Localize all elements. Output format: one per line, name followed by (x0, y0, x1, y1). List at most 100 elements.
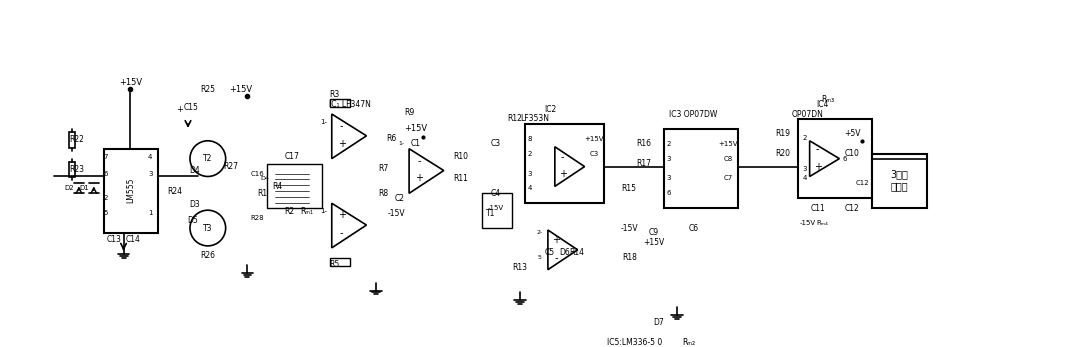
Text: 5: 5 (538, 255, 542, 260)
Text: 8: 8 (528, 136, 532, 142)
Text: -15V: -15V (487, 205, 503, 211)
Text: T1: T1 (486, 209, 495, 218)
Text: C12: C12 (845, 204, 860, 213)
Text: IC3 OP07DW: IC3 OP07DW (669, 110, 718, 119)
Text: +15V: +15V (585, 136, 604, 142)
Text: +: + (814, 162, 821, 171)
Text: +: + (177, 104, 183, 113)
Text: +15V: +15V (119, 78, 142, 87)
Text: R12: R12 (508, 115, 523, 124)
Text: 1-: 1- (320, 119, 328, 125)
Text: +: + (559, 169, 567, 179)
Text: -: - (340, 228, 344, 238)
Bar (330, 99, 349, 107)
Text: C6: C6 (689, 223, 698, 232)
Text: 6: 6 (842, 156, 846, 162)
Text: +15V: +15V (719, 141, 738, 147)
Text: R4: R4 (272, 182, 283, 191)
Text: D2: D2 (64, 185, 74, 192)
Polygon shape (332, 114, 366, 159)
Text: R7: R7 (378, 164, 389, 173)
Text: -: - (418, 155, 421, 166)
Text: D1: D1 (79, 185, 89, 192)
Text: IC₁ LF347N: IC₁ LF347N (329, 100, 371, 109)
Bar (330, 258, 349, 266)
Text: 6: 6 (104, 170, 108, 177)
Text: R5: R5 (330, 260, 340, 269)
Text: D4: D4 (260, 176, 269, 181)
Text: 2: 2 (802, 135, 806, 141)
Bar (798, 119, 872, 198)
Text: R16: R16 (636, 139, 651, 148)
Bar (664, 129, 738, 208)
Bar (69, 162, 75, 177)
Text: R19: R19 (775, 129, 790, 138)
Text: R8: R8 (378, 189, 389, 198)
Text: R6: R6 (387, 134, 396, 143)
Text: R17: R17 (636, 159, 651, 168)
Text: -: - (561, 152, 564, 162)
Text: 2-: 2- (537, 229, 543, 235)
Text: +15V: +15V (229, 85, 252, 94)
Text: 2: 2 (528, 151, 532, 157)
Text: -: - (554, 253, 558, 263)
Text: C12: C12 (856, 180, 869, 186)
Text: 4: 4 (528, 185, 532, 192)
Bar (268, 163, 322, 208)
Text: R24: R24 (167, 187, 182, 196)
Text: T3: T3 (203, 223, 212, 232)
Text: R28: R28 (251, 215, 265, 221)
Polygon shape (548, 230, 577, 270)
Text: IC2: IC2 (544, 104, 556, 113)
Text: -15V: -15V (388, 209, 405, 218)
Text: R9: R9 (404, 108, 414, 117)
Text: C17: C17 (285, 152, 300, 161)
Text: +15V: +15V (644, 238, 665, 247)
Text: +: + (337, 139, 346, 149)
Text: 3: 3 (148, 170, 152, 177)
Text: 1-: 1- (398, 141, 404, 146)
Text: R26: R26 (200, 251, 215, 260)
Text: R15: R15 (621, 184, 636, 193)
Text: C9: C9 (649, 228, 659, 237)
Text: R18: R18 (622, 253, 636, 262)
Text: C3: C3 (491, 139, 500, 148)
Text: R11: R11 (453, 174, 468, 183)
Text: T2: T2 (203, 154, 212, 163)
Text: Rₘ₃: Rₘ₃ (821, 95, 834, 104)
Text: 3位半
数显表: 3位半 数显表 (890, 170, 908, 191)
Text: IC4: IC4 (816, 100, 829, 109)
Text: C16: C16 (251, 170, 265, 177)
Text: R27: R27 (223, 162, 238, 171)
Polygon shape (332, 203, 366, 248)
Text: C7: C7 (724, 176, 733, 181)
Text: 3: 3 (802, 166, 806, 171)
Text: C3: C3 (590, 151, 599, 157)
Text: +: + (337, 210, 346, 220)
Text: R14: R14 (569, 248, 584, 257)
Text: R1: R1 (257, 189, 268, 198)
Text: C11: C11 (810, 204, 825, 213)
Bar (69, 132, 75, 148)
Text: +: + (552, 235, 560, 245)
Text: -15V: -15V (800, 220, 816, 226)
Text: LF353N: LF353N (521, 115, 549, 124)
Text: 2: 2 (104, 195, 108, 201)
Text: D3: D3 (190, 200, 200, 209)
Text: 7: 7 (104, 154, 108, 160)
Bar (482, 193, 512, 228)
Text: R22: R22 (70, 135, 85, 144)
Text: 4: 4 (148, 154, 152, 160)
Text: R3: R3 (330, 90, 340, 99)
Text: 2: 2 (666, 141, 672, 147)
Text: +: + (414, 174, 423, 184)
Text: C8: C8 (724, 156, 733, 162)
Text: 4: 4 (802, 176, 806, 181)
Text: R20: R20 (775, 149, 790, 158)
Text: R10: R10 (453, 152, 468, 161)
Text: -15V: -15V (620, 223, 638, 232)
Text: C14: C14 (126, 235, 141, 244)
Text: C13: C13 (106, 235, 121, 244)
Text: Rₘ₄: Rₘ₄ (816, 220, 829, 226)
Text: D6: D6 (559, 248, 570, 257)
